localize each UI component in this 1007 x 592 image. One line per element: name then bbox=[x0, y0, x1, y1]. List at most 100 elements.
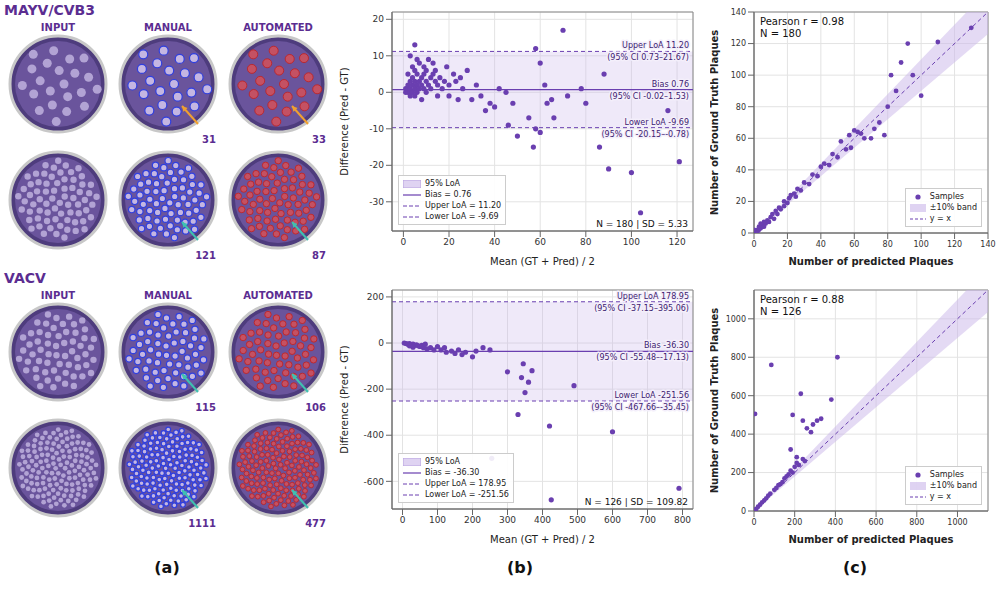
svg-text:120: 120 bbox=[947, 240, 962, 249]
svg-text:INPUT: INPUT bbox=[41, 290, 76, 301]
svg-text:200: 200 bbox=[787, 518, 802, 527]
svg-text:40: 40 bbox=[816, 240, 826, 249]
svg-text:Number of Ground Truth Plaques: Number of Ground Truth Plaques bbox=[710, 30, 720, 216]
html-text:N = 126: N = 126 bbox=[760, 306, 802, 317]
svg-text:400: 400 bbox=[828, 518, 843, 527]
svg-text:100: 100 bbox=[731, 71, 746, 80]
svg-text:300: 300 bbox=[499, 515, 516, 525]
svg-text:-20: -20 bbox=[369, 160, 384, 170]
svg-text:400: 400 bbox=[534, 515, 551, 525]
svg-text:33: 33 bbox=[312, 134, 326, 145]
svg-text:(95% CI -467.66–-35.45): (95% CI -467.66–-35.45) bbox=[591, 403, 689, 412]
html-text:N = 126 | SD = 109.82: N = 126 | SD = 109.82 bbox=[584, 497, 688, 507]
svg-text:-10: -10 bbox=[369, 124, 384, 134]
svg-text:20: 20 bbox=[782, 240, 792, 249]
svg-text:Number of predicted Plaques: Number of predicted Plaques bbox=[788, 534, 953, 545]
svg-text:Lower LoA -9.69: Lower LoA -9.69 bbox=[625, 118, 689, 127]
svg-text:0: 0 bbox=[751, 518, 756, 527]
svg-text:AUTOMATED: AUTOMATED bbox=[243, 22, 313, 33]
html-text:Pearson r = 0.88: Pearson r = 0.88 bbox=[760, 294, 844, 305]
svg-text:400: 400 bbox=[731, 430, 746, 439]
svg-text:600: 600 bbox=[731, 392, 746, 401]
svg-text:140: 140 bbox=[980, 240, 995, 249]
svg-text:200: 200 bbox=[731, 468, 746, 477]
svg-text:Bias -36.30: Bias -36.30 bbox=[644, 341, 689, 350]
svg-text:31: 31 bbox=[202, 134, 216, 145]
svg-text:800: 800 bbox=[909, 518, 924, 527]
svg-text:Number of Ground Truth Plaques: Number of Ground Truth Plaques bbox=[710, 308, 720, 494]
svg-text:1000: 1000 bbox=[947, 518, 967, 527]
svg-text:0: 0 bbox=[741, 507, 746, 516]
html-text:N = 180 | SD = 5.33: N = 180 | SD = 5.33 bbox=[596, 219, 688, 229]
svg-text:Mean (GT + Pred) / 2: Mean (GT + Pred) / 2 bbox=[490, 256, 595, 267]
svg-text:87: 87 bbox=[312, 250, 326, 261]
svg-text:120: 120 bbox=[731, 39, 746, 48]
svg-text:700: 700 bbox=[639, 515, 656, 525]
svg-text:60: 60 bbox=[534, 237, 546, 247]
svg-text:-600: -600 bbox=[364, 477, 385, 487]
svg-text:(95% CI -55.48–-17.13): (95% CI -55.48–-17.13) bbox=[596, 353, 689, 362]
svg-text:80: 80 bbox=[883, 240, 893, 249]
html-text:(b): (b) bbox=[507, 558, 533, 577]
svg-text:Lower LoA -251.56: Lower LoA -251.56 bbox=[614, 391, 689, 400]
svg-text:40: 40 bbox=[736, 166, 746, 175]
svg-text:20: 20 bbox=[373, 14, 385, 24]
svg-text:MANUAL: MANUAL bbox=[144, 22, 193, 33]
svg-text:(95% CI -0.02–1.53): (95% CI -0.02–1.53) bbox=[609, 92, 689, 101]
svg-text:600: 600 bbox=[868, 518, 883, 527]
svg-text:Difference (Pred - GT): Difference (Pred - GT) bbox=[339, 345, 350, 453]
svg-text:Difference (Pred - GT): Difference (Pred - GT) bbox=[339, 67, 350, 175]
svg-text:MANUAL: MANUAL bbox=[144, 290, 193, 301]
svg-text:120: 120 bbox=[668, 237, 685, 247]
svg-text:115: 115 bbox=[195, 402, 216, 413]
svg-text:Upper LoA 11.20: Upper LoA 11.20 bbox=[622, 41, 689, 50]
svg-text:(95% CI 0.73–21.67): (95% CI 0.73–21.67) bbox=[607, 53, 689, 62]
svg-text:477: 477 bbox=[305, 518, 326, 529]
svg-text:80: 80 bbox=[736, 103, 746, 112]
svg-text:80: 80 bbox=[580, 237, 592, 247]
svg-text:100: 100 bbox=[914, 240, 929, 249]
svg-text:1000: 1000 bbox=[726, 315, 746, 324]
svg-text:200: 200 bbox=[367, 292, 384, 302]
html-text:Pearson r = 0.98: Pearson r = 0.98 bbox=[760, 16, 844, 27]
svg-text:(95% CI -37.15–395.06): (95% CI -37.15–395.06) bbox=[594, 304, 689, 313]
svg-text:121: 121 bbox=[195, 250, 216, 261]
svg-text:100: 100 bbox=[623, 237, 640, 247]
svg-text:140: 140 bbox=[731, 8, 746, 17]
svg-text:Bias 0.76: Bias 0.76 bbox=[652, 80, 689, 89]
svg-text:AUTOMATED: AUTOMATED bbox=[243, 290, 313, 301]
svg-text:Mean (GT + Pred) / 2: Mean (GT + Pred) / 2 bbox=[490, 534, 595, 545]
svg-text:0: 0 bbox=[378, 87, 384, 97]
svg-text:-200: -200 bbox=[364, 384, 385, 394]
svg-text:106: 106 bbox=[305, 402, 326, 413]
html-text:(a): (a) bbox=[154, 558, 180, 577]
svg-text:800: 800 bbox=[731, 353, 746, 362]
svg-text:MAYV/CVB3: MAYV/CVB3 bbox=[4, 2, 95, 18]
svg-text:Number of predicted Plaques: Number of predicted Plaques bbox=[788, 256, 953, 267]
svg-text:1111: 1111 bbox=[188, 518, 216, 529]
svg-text:Upper LoA 178.95: Upper LoA 178.95 bbox=[617, 292, 689, 301]
svg-text:(95% CI -20.15–-0.78): (95% CI -20.15–-0.78) bbox=[601, 130, 689, 139]
svg-text:60: 60 bbox=[736, 134, 746, 143]
html-text:(c): (c) bbox=[842, 558, 867, 577]
svg-text:0: 0 bbox=[401, 237, 407, 247]
svg-text:20: 20 bbox=[443, 237, 455, 247]
svg-text:20: 20 bbox=[736, 197, 746, 206]
html-text:N = 180: N = 180 bbox=[760, 28, 802, 39]
svg-text:200: 200 bbox=[464, 515, 481, 525]
svg-text:800: 800 bbox=[674, 515, 691, 525]
svg-text:0: 0 bbox=[751, 240, 756, 249]
svg-text:-400: -400 bbox=[364, 430, 385, 440]
svg-text:100: 100 bbox=[429, 515, 446, 525]
svg-text:500: 500 bbox=[569, 515, 586, 525]
svg-text:INPUT: INPUT bbox=[41, 22, 76, 33]
svg-text:VACV: VACV bbox=[4, 270, 46, 286]
svg-text:60: 60 bbox=[849, 240, 859, 249]
svg-text:40: 40 bbox=[489, 237, 501, 247]
svg-text:10: 10 bbox=[373, 51, 385, 61]
svg-text:600: 600 bbox=[604, 515, 621, 525]
svg-text:0: 0 bbox=[378, 338, 384, 348]
svg-text:0: 0 bbox=[741, 229, 746, 238]
svg-text:0: 0 bbox=[400, 515, 406, 525]
svg-text:-30: -30 bbox=[369, 197, 384, 207]
